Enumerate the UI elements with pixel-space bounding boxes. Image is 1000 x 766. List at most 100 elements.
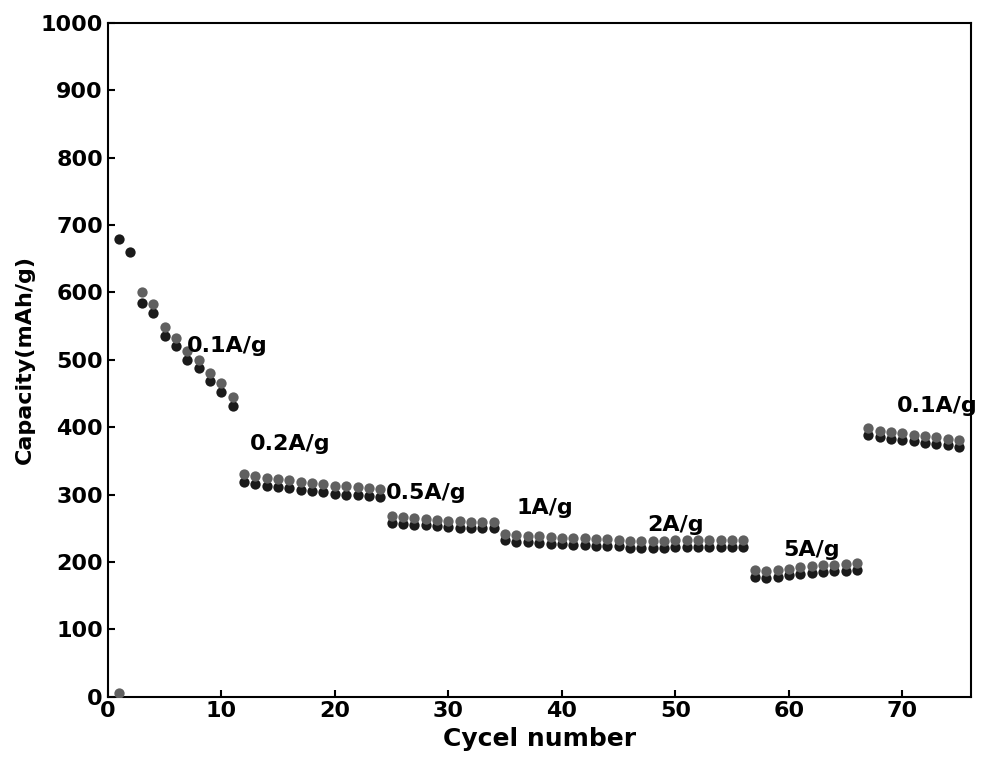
Point bbox=[860, 422, 876, 434]
Point bbox=[259, 472, 275, 484]
Point bbox=[350, 481, 366, 493]
Point bbox=[497, 528, 513, 540]
Point bbox=[826, 558, 842, 571]
Point bbox=[270, 473, 286, 485]
Point bbox=[883, 433, 899, 445]
Point bbox=[724, 534, 740, 546]
Point bbox=[327, 488, 343, 500]
Point bbox=[236, 468, 252, 480]
Point bbox=[860, 429, 876, 441]
Point bbox=[554, 538, 570, 551]
Point bbox=[191, 354, 207, 366]
Point bbox=[735, 534, 751, 546]
Point bbox=[145, 298, 161, 310]
Point bbox=[565, 532, 581, 545]
Point bbox=[849, 564, 865, 576]
Point bbox=[236, 476, 252, 489]
Point bbox=[372, 483, 388, 496]
Point bbox=[406, 519, 422, 531]
Point bbox=[633, 542, 649, 554]
Point bbox=[735, 541, 751, 553]
Point bbox=[497, 534, 513, 546]
Point bbox=[622, 535, 638, 547]
Point bbox=[508, 529, 524, 541]
Point bbox=[894, 434, 910, 446]
Point bbox=[395, 511, 411, 523]
Point bbox=[872, 431, 888, 444]
Point bbox=[917, 437, 933, 449]
Point bbox=[372, 490, 388, 502]
Text: 2A/g: 2A/g bbox=[647, 515, 704, 535]
Point bbox=[338, 489, 354, 501]
Point bbox=[111, 687, 127, 699]
Point bbox=[179, 354, 195, 366]
Point bbox=[418, 513, 434, 525]
Point bbox=[213, 377, 229, 389]
Point bbox=[815, 559, 831, 571]
Point bbox=[463, 516, 479, 529]
Point bbox=[928, 431, 944, 444]
Point bbox=[111, 232, 127, 244]
Point bbox=[645, 542, 661, 554]
Point bbox=[145, 306, 161, 319]
Text: 0.5A/g: 0.5A/g bbox=[386, 483, 467, 503]
Point bbox=[520, 536, 536, 548]
Point bbox=[758, 565, 774, 578]
Point bbox=[247, 470, 263, 483]
Point bbox=[440, 521, 456, 533]
Point bbox=[270, 481, 286, 493]
Point bbox=[281, 483, 297, 495]
Point bbox=[361, 489, 377, 502]
Point bbox=[872, 424, 888, 437]
Point bbox=[247, 478, 263, 490]
Point bbox=[599, 533, 615, 545]
Point bbox=[770, 571, 786, 583]
Point bbox=[645, 535, 661, 547]
Point bbox=[690, 541, 706, 553]
Point bbox=[633, 535, 649, 547]
Point bbox=[315, 478, 331, 490]
Text: 0.2A/g: 0.2A/g bbox=[250, 434, 330, 454]
X-axis label: Cycel number: Cycel number bbox=[443, 727, 636, 751]
Point bbox=[520, 529, 536, 542]
Point bbox=[804, 560, 820, 572]
Point bbox=[815, 566, 831, 578]
Point bbox=[701, 534, 717, 546]
Point bbox=[157, 330, 173, 342]
Point bbox=[440, 515, 456, 527]
Point bbox=[690, 534, 706, 546]
Point bbox=[157, 321, 173, 333]
Point bbox=[928, 438, 944, 450]
Point bbox=[281, 474, 297, 486]
Point bbox=[338, 480, 354, 493]
Point bbox=[951, 434, 967, 446]
Point bbox=[168, 340, 184, 352]
Point bbox=[667, 534, 683, 546]
Point bbox=[384, 510, 400, 522]
Point bbox=[225, 399, 241, 411]
Point bbox=[304, 485, 320, 497]
Point bbox=[622, 542, 638, 554]
Point bbox=[168, 332, 184, 344]
Text: 5A/g: 5A/g bbox=[783, 541, 840, 561]
Point bbox=[906, 435, 922, 447]
Point bbox=[781, 569, 797, 581]
Point bbox=[327, 480, 343, 492]
Point bbox=[724, 541, 740, 553]
Point bbox=[395, 518, 411, 530]
Point bbox=[667, 541, 683, 553]
Text: 1A/g: 1A/g bbox=[516, 498, 573, 518]
Point bbox=[940, 433, 956, 445]
Point bbox=[599, 539, 615, 552]
Point bbox=[838, 558, 854, 570]
Point bbox=[134, 286, 150, 299]
Point bbox=[713, 534, 729, 546]
Point bbox=[122, 246, 138, 258]
Point bbox=[656, 535, 672, 547]
Point bbox=[531, 530, 547, 542]
Point bbox=[565, 539, 581, 552]
Point bbox=[894, 427, 910, 440]
Point bbox=[486, 516, 502, 529]
Point bbox=[134, 296, 150, 309]
Point bbox=[474, 522, 490, 535]
